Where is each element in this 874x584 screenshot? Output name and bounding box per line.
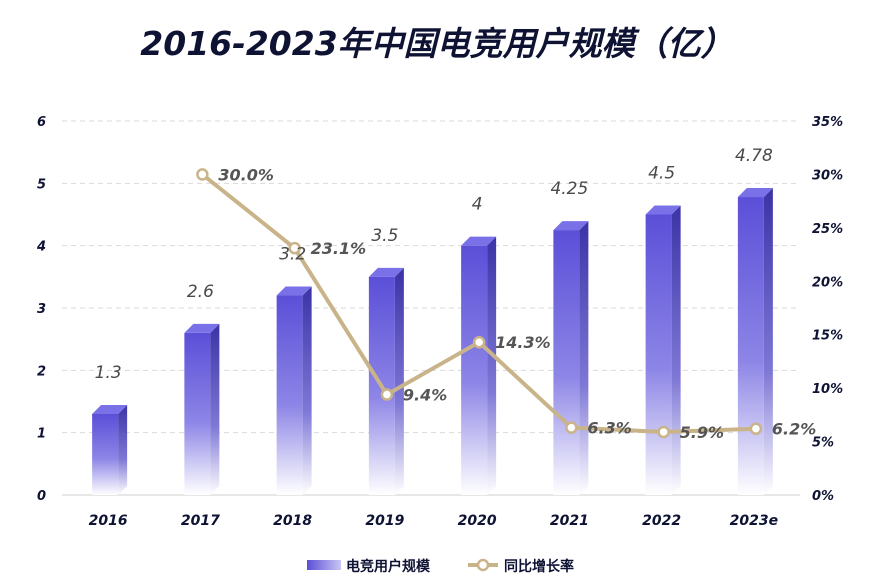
growth-point bbox=[288, 241, 301, 255]
bar-front bbox=[461, 245, 488, 495]
bar-top bbox=[461, 236, 497, 246]
x-tick-label: 2020 bbox=[458, 513, 497, 529]
y-right-tick-label: 0% bbox=[812, 489, 834, 504]
bar-top bbox=[368, 267, 404, 277]
growth-point bbox=[657, 425, 670, 439]
bar-side bbox=[671, 205, 681, 495]
y-right-tick-label: 35% bbox=[812, 115, 843, 130]
growth-point bbox=[749, 422, 763, 435]
line-series bbox=[196, 168, 763, 439]
bar-side bbox=[302, 286, 312, 495]
y-left-tick-label: 0 bbox=[37, 489, 46, 504]
bar-front bbox=[276, 295, 303, 495]
y-right-tick-label: 5% bbox=[812, 436, 834, 451]
y-axis-right: 0% 5% 10% 15% 20% 25% 30% 35% bbox=[812, 115, 843, 504]
bar-top bbox=[737, 188, 773, 198]
bar-value-label: 4.78 bbox=[735, 146, 773, 166]
y-right-tick-label: 20% bbox=[812, 275, 843, 290]
growth-value-label: 23.1% bbox=[311, 239, 367, 258]
bar-top bbox=[276, 286, 312, 296]
growth-value-label: 14.3% bbox=[495, 333, 551, 352]
y-right-tick-label: 30% bbox=[812, 168, 843, 183]
bar-value-label: 4 bbox=[472, 195, 483, 215]
x-tick-label: 2018 bbox=[273, 513, 312, 529]
x-tick-label: 2021 bbox=[550, 513, 589, 529]
legend-line-marker bbox=[476, 558, 490, 572]
bar bbox=[645, 205, 681, 495]
bar-front bbox=[737, 197, 764, 495]
x-tick-label: 2023e bbox=[730, 513, 778, 529]
growth-value-label: 5.9% bbox=[680, 423, 724, 442]
x-tick-label: 2022 bbox=[642, 513, 681, 529]
bar-value-label: 4.5 bbox=[648, 164, 675, 184]
bar bbox=[276, 286, 312, 495]
chart-title: 2016-2023年中国电竞用户规模（亿） bbox=[140, 24, 733, 63]
bar-side bbox=[579, 221, 589, 496]
bar bbox=[461, 236, 497, 495]
x-tick-label: 2017 bbox=[181, 513, 220, 529]
bar-front bbox=[553, 230, 580, 496]
bar-value-label: 1.3 bbox=[95, 363, 122, 383]
legend-line-label: 同比增长率 bbox=[504, 558, 574, 575]
bar-side bbox=[763, 188, 773, 495]
bar-front bbox=[645, 214, 672, 495]
bar-top bbox=[184, 323, 220, 333]
growth-point bbox=[472, 335, 486, 349]
growth-value-label: 6.2% bbox=[772, 420, 816, 439]
data-labels: 1.3 2.6 3.2 3.5 4 4.25 4.5 4.78 30.0% 23.1% 9.4% 14… bbox=[95, 146, 817, 442]
bar-value-label: 3.5 bbox=[371, 226, 398, 246]
growth-value-label: 6.3% bbox=[587, 419, 631, 438]
bar bbox=[368, 267, 404, 495]
legend-bar-swatch bbox=[307, 560, 341, 570]
growth-point bbox=[196, 168, 209, 181]
bar-top bbox=[92, 404, 128, 414]
bar-top bbox=[553, 221, 589, 231]
y-axis-left: 0 1 2 3 4 5 6 bbox=[36, 115, 46, 504]
bar-value-label: 2.6 bbox=[187, 282, 214, 302]
y-left-tick-label: 3 bbox=[37, 302, 46, 317]
y-left-tick-label: 2 bbox=[37, 364, 46, 379]
y-left-tick-label: 5 bbox=[37, 177, 46, 192]
bar bbox=[184, 323, 220, 495]
bar-side bbox=[487, 236, 497, 495]
y-right-tick-label: 15% bbox=[812, 329, 843, 344]
bar-side bbox=[210, 323, 220, 495]
y-right-tick-label: 10% bbox=[812, 382, 843, 397]
y-left-tick-label: 4 bbox=[36, 240, 46, 255]
growth-value-label: 9.4% bbox=[403, 386, 447, 405]
y-left-tick-label: 1 bbox=[37, 427, 46, 442]
bar bbox=[737, 188, 773, 495]
bar-front bbox=[184, 332, 211, 495]
x-tick-label: 2019 bbox=[365, 513, 404, 529]
bar-value-label: 3.2 bbox=[279, 245, 306, 265]
growth-point bbox=[380, 388, 394, 401]
y-right-tick-label: 25% bbox=[812, 222, 843, 237]
bar-side bbox=[118, 404, 128, 495]
bar bbox=[92, 404, 128, 495]
bar-top bbox=[645, 205, 681, 215]
bar-front bbox=[92, 413, 119, 495]
x-axis: 2016 2017 2018 2019 2020 2021 2022 2023e bbox=[89, 513, 778, 529]
bar-value-label: 4.25 bbox=[550, 179, 588, 199]
bar-series bbox=[92, 188, 773, 496]
bar bbox=[553, 221, 589, 496]
growth-value-label: 30.0% bbox=[218, 165, 274, 184]
legend: 电竞用户规模 同比增长率 bbox=[307, 558, 574, 575]
growth-point bbox=[565, 421, 578, 434]
x-tick-label: 2016 bbox=[89, 513, 128, 529]
legend-bar-label: 电竞用户规模 bbox=[346, 558, 431, 575]
y-left-tick-label: 6 bbox=[37, 115, 46, 130]
bar-side bbox=[394, 267, 404, 495]
